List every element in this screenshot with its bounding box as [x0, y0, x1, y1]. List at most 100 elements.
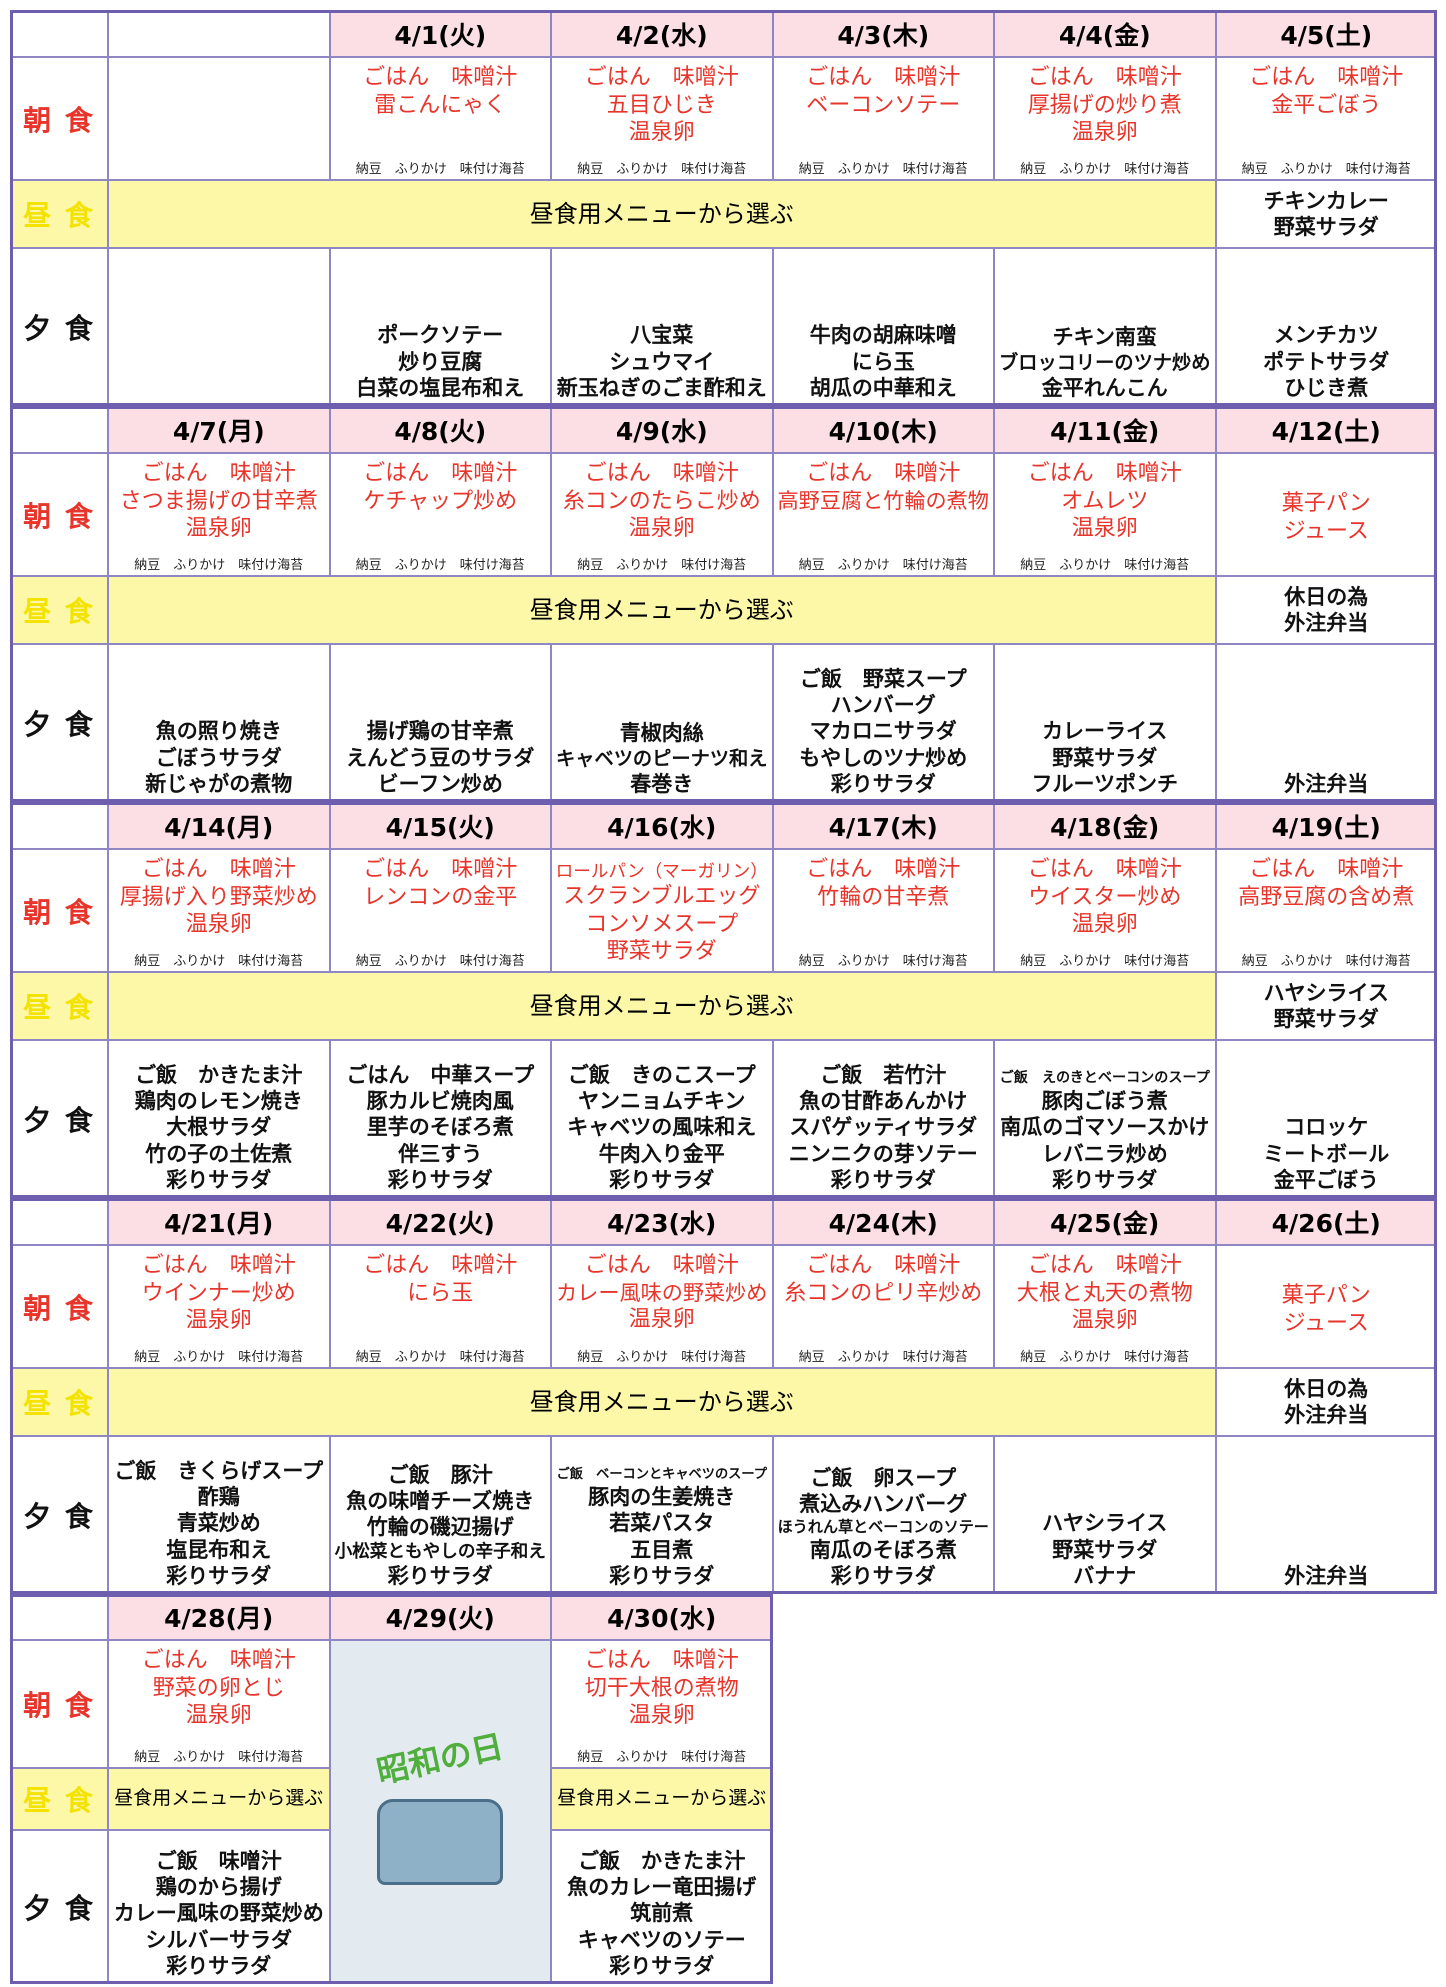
menu-item: コロッケ: [1284, 1115, 1369, 1140]
dinner-cell: ご飯 若竹汁 魚の甘酢あんかけ スパゲッティサラダ ニンニクの芽ソテー 彩りサラダ: [772, 1040, 994, 1198]
menu-item: ごはん 味噌汁: [141, 857, 296, 882]
sides-text: 納豆 ふりかけ 味付け海苔: [1241, 954, 1411, 969]
menu-item: シルバーサラダ: [145, 1927, 293, 1952]
breakfast-cell: ごはん 味噌汁 竹輪の甘辛煮 納豆 ふりかけ 味付け海苔: [772, 849, 994, 972]
menu-item: ウインナー炒め: [141, 1280, 296, 1306]
menu-item: カレー風味の野菜炒め: [113, 1901, 324, 1926]
date: 4/5(土): [1280, 20, 1373, 50]
menu-item: にら玉: [851, 349, 915, 374]
menu-item: 温泉卵: [628, 1703, 695, 1728]
lunch-cell: 昼食用メニューから選ぶ: [551, 1768, 773, 1830]
date: 4/18(金): [1050, 812, 1160, 842]
menu-item: ハヤシライス: [1263, 980, 1389, 1005]
menu-item: ご飯 野菜スープ: [799, 666, 967, 691]
date-header: 4/9(水): [551, 406, 773, 453]
breakfast-cell: ごはん 味噌汁 ウインナー炒め 温泉卵 納豆 ふりかけ 味付け海苔: [108, 1245, 330, 1368]
date-header: 4/11(金): [994, 406, 1216, 453]
menu-item: ご飯 若竹汁: [820, 1062, 947, 1087]
dinner-cell: ご飯 きのこスープ ヤンニョムチキン キャベツの風味和え 牛肉入り金平 彩りサラダ: [551, 1040, 773, 1198]
menu-item: 竹輪の磯辺揚げ: [366, 1515, 514, 1540]
date: 4/16(水): [607, 812, 717, 842]
menu-item: 八宝菜: [630, 323, 694, 348]
menu-item: 豚カルビ焼肉風: [366, 1089, 514, 1113]
menu-item: マカロニサラダ: [809, 719, 957, 744]
sides-text: 納豆 ふりかけ 味付け海苔: [1020, 162, 1190, 177]
row-label: 昼 食: [23, 199, 95, 232]
menu-item: 温泉卵: [1071, 120, 1138, 145]
menu-item: 彩りサラダ: [830, 1563, 936, 1588]
breakfast-cell: ごはん 味噌汁 高野豆腐と竹輪の煮物 納豆 ふりかけ 味付け海苔: [772, 453, 994, 576]
date-header: 4/28(月): [108, 1594, 330, 1640]
sides-text: 納豆 ふりかけ 味付け海苔: [577, 558, 747, 573]
lunch-text: 昼食用メニューから選ぶ: [529, 596, 794, 624]
menu-item: ごはん 味噌汁: [584, 1648, 739, 1673]
menu-item: 南瓜のそぼろ煮: [809, 1537, 957, 1562]
dinner-cell: チキン南蛮 ブロッコリーのツナ炒め 金平れんこん: [994, 248, 1216, 406]
menu-item: ご飯 卵スープ: [810, 1466, 957, 1491]
breakfast-cell: ごはん 味噌汁 大根と丸天の煮物 温泉卵 納豆 ふりかけ 味付け海苔: [994, 1245, 1216, 1368]
menu-item: ブロッコリーのツナ炒め: [999, 350, 1211, 374]
menu-item: 金平れんこん: [1041, 375, 1168, 400]
menu-item: ごはん 味噌汁: [1249, 857, 1404, 882]
menu-item: 高野豆腐の含め煮: [1238, 884, 1415, 910]
menu-item: 野菜サラダ: [1052, 1537, 1158, 1562]
menu-item: にら玉: [407, 1280, 474, 1306]
breakfast-cell: ごはん 味噌汁 カレー風味の野菜炒め 温泉卵 納豆 ふりかけ 味付け海苔: [551, 1245, 773, 1368]
date: 4/17(木): [828, 812, 938, 842]
menu-item: さつま揚げの甘辛煮: [119, 488, 318, 514]
sides-text: 納豆 ふりかけ 味付け海苔: [1020, 558, 1190, 573]
dinner-cell: 外注弁当: [1215, 1436, 1437, 1594]
menu-item: 休日の為: [1284, 584, 1369, 609]
menu-item: ごはん 味噌汁: [141, 1253, 296, 1278]
menu-item: ロールパン（マーガリン）: [555, 862, 768, 883]
menu-item: 煮込みハンバーグ: [799, 1492, 968, 1517]
menu-item: ごはん 味噌汁: [141, 1648, 296, 1673]
row-label: 昼 食: [23, 1784, 95, 1817]
menu-item: カレー風味の野菜炒め: [556, 1279, 768, 1305]
menu-item: フルーツポンチ: [1031, 771, 1179, 796]
menu-item: ごはん 味噌汁: [584, 461, 739, 486]
menu-item: 温泉卵: [185, 516, 252, 541]
menu-item: ごはん 味噌汁: [141, 461, 296, 486]
date-header: 4/18(金): [994, 802, 1216, 849]
date: 4/11(金): [1050, 416, 1160, 446]
label-cell: 昼 食: [10, 180, 108, 248]
menu-item: 温泉卵: [185, 1308, 252, 1333]
lunch-cell: チキンカレー 野菜サラダ: [1215, 180, 1437, 248]
menu-item: 雷こんにゃく: [374, 92, 507, 118]
breakfast-cell: ごはん 味噌汁 レンコンの金平 納豆 ふりかけ 味付け海苔: [329, 849, 551, 972]
date: 4/29(火): [385, 1604, 495, 1633]
menu-item: ご飯 ベーコンとキャベツのスープ: [556, 1467, 767, 1483]
menu-item: ベーコンソテー: [806, 92, 961, 118]
date: 4/3(木): [837, 20, 930, 50]
menu-item: 伴三すう: [398, 1141, 483, 1166]
menu-item: 金平ごぼう: [1273, 1167, 1379, 1192]
menu-item: 糸コンのたらこ炒め: [562, 488, 761, 514]
menu-item: キャベツのソテー: [577, 1927, 746, 1952]
menu-item: 外注弁当: [1284, 771, 1369, 796]
lunch-cell: 休日の為 外注弁当: [1215, 576, 1437, 644]
row-label: 朝 食: [23, 1689, 95, 1722]
menu-item: ひじき煮: [1284, 375, 1369, 400]
sides-text: 納豆 ふりかけ 味付け海苔: [355, 162, 525, 177]
sides-text: 納豆 ふりかけ 味付け海苔: [577, 1750, 747, 1765]
menu-item: 野菜サラダ: [1273, 1007, 1379, 1031]
date: 4/22(火): [385, 1208, 495, 1238]
dinner-cell: 外注弁当: [1215, 644, 1437, 802]
menu-item: 揚げ鶏の甘辛煮: [366, 719, 514, 744]
menu-item: ハヤシライス: [1042, 1511, 1168, 1536]
menu-item: レバニラ炒め: [1041, 1141, 1168, 1166]
date: 4/10(木): [828, 416, 938, 446]
dinner-cell: 揚げ鶏の甘辛煮 えんどう豆のサラダ ビーフン炒め: [329, 644, 551, 802]
lunch-cell: 休日の為 外注弁当: [1215, 1368, 1437, 1436]
row-label: 昼 食: [23, 1387, 95, 1420]
label-cell: [10, 406, 108, 453]
menu-item: ごはん 味噌汁: [806, 65, 961, 90]
lunch-cell: ハヤシライス 野菜サラダ: [1215, 972, 1437, 1040]
menu-item: 牛肉の胡麻味噌: [809, 323, 957, 348]
date-header: 4/4(金): [994, 10, 1216, 57]
dinner-cell: ご飯 かきたま汁 鶏肉のレモン焼き 大根サラダ 竹の子の土佐煮 彩りサラダ: [108, 1040, 330, 1198]
menu-item: 彩りサラダ: [387, 1563, 493, 1588]
breakfast-cell: ごはん 味噌汁 厚揚げの炒り煮 温泉卵 納豆 ふりかけ 味付け海苔: [994, 57, 1216, 180]
menu-item: ごはん 味噌汁: [1027, 857, 1182, 882]
